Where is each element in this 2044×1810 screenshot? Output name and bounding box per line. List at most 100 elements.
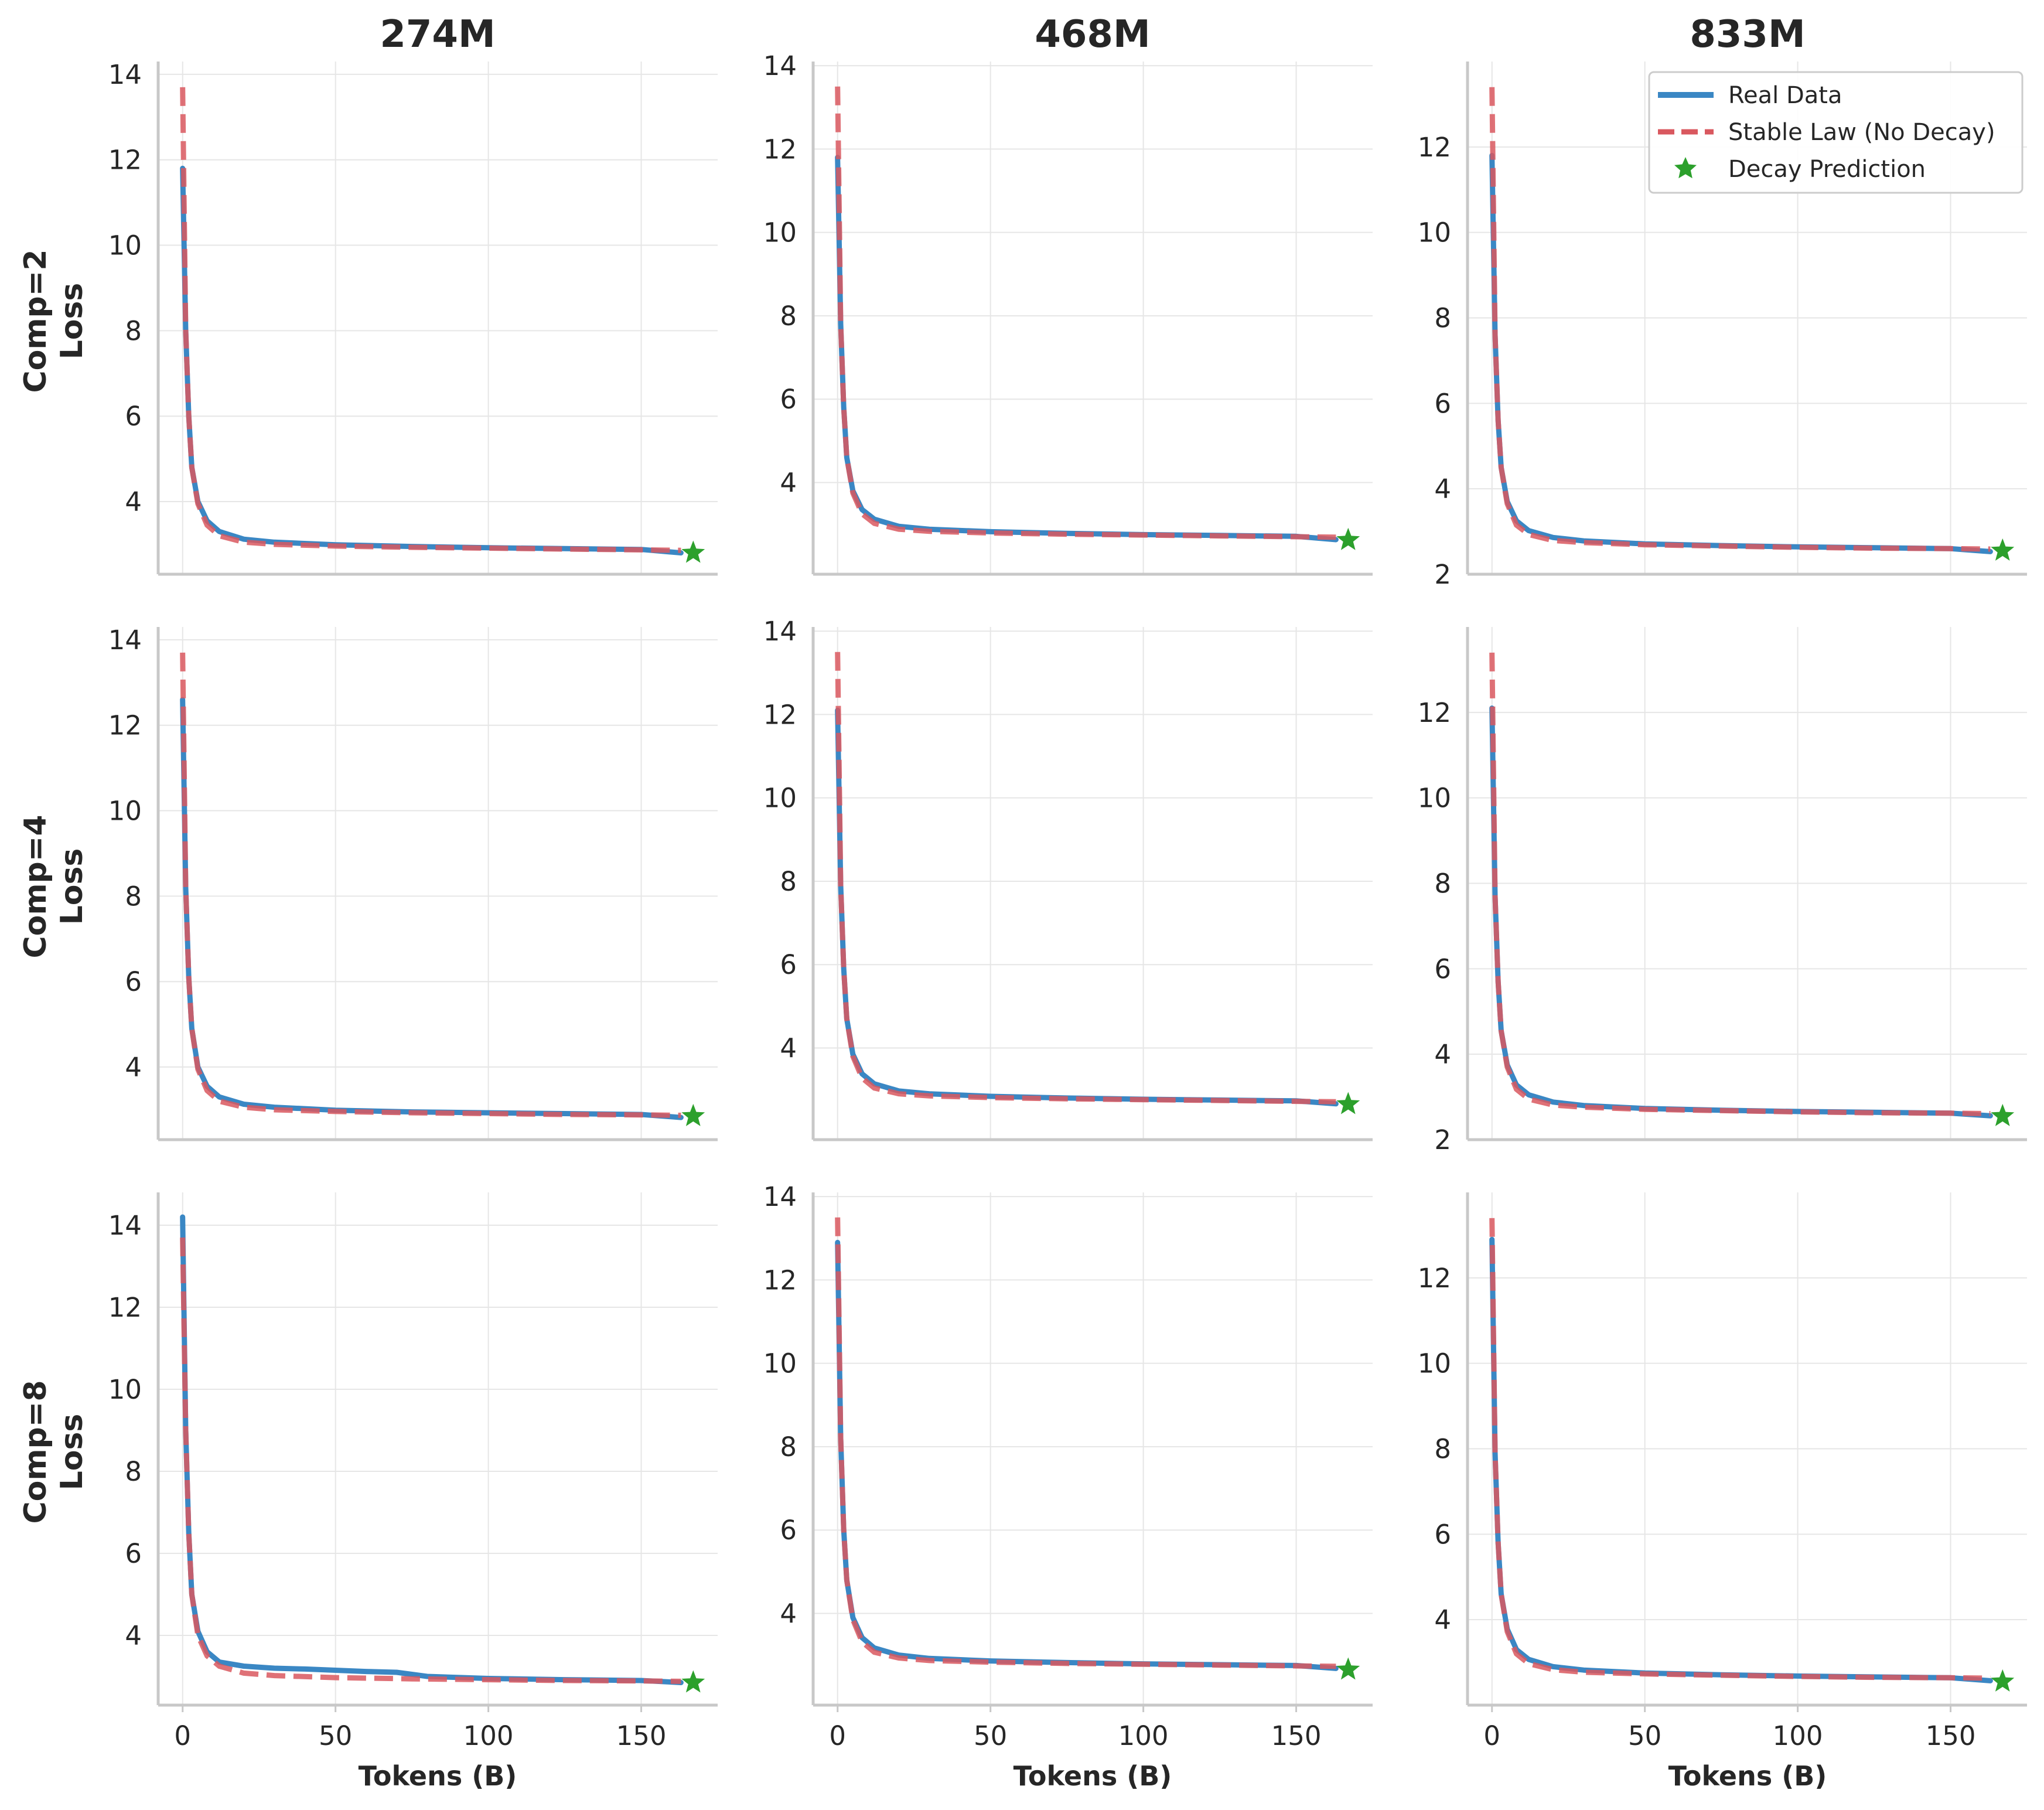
y-tick-label-r2c3: 12 <box>1418 697 1451 728</box>
y-tick-label-r2c2: 10 <box>763 783 797 814</box>
x-tick-label-r3c2: 50 <box>974 1720 1007 1751</box>
y-tick-label-r2c1: 12 <box>108 710 142 741</box>
x-axis-label-col2: Tokens (B) <box>1014 1760 1172 1792</box>
decay-prediction-star-r2c3 <box>1991 1103 2015 1126</box>
x-tick-label-r3c2: 100 <box>1118 1720 1169 1751</box>
y-tick-label-r2c1: 8 <box>125 881 142 912</box>
y-tick-label-r2c2: 12 <box>763 699 797 730</box>
stable-law-line-r3c1 <box>180 1237 681 1684</box>
y-tick-label-r2c1: 10 <box>108 796 142 827</box>
col-title-274m: 274M <box>380 13 495 56</box>
y-tick-label-r1c2: 10 <box>763 217 797 248</box>
y-tick-label-r1c3: 10 <box>1418 217 1451 248</box>
decay-prediction-star-r1c3 <box>1991 538 2015 561</box>
decay-prediction-star-r1c1 <box>681 540 705 563</box>
decay-prediction-star-r3c2 <box>1336 1657 1360 1680</box>
panel-r3c3: 4 6 8 10 12 0 50 100 150 <box>1418 1192 2027 1751</box>
y-tick-label-r2c3: 6 <box>1434 953 1451 984</box>
x-tick-label-r3c3: 0 <box>1483 1720 1500 1751</box>
y-tick-label-r2c3: 2 <box>1434 1124 1451 1155</box>
real-data-line-r2c3 <box>1489 705 1993 1119</box>
legend-decay-prediction-star-icon <box>1674 157 1697 179</box>
row-label-comp2-loss: Loss <box>54 283 90 360</box>
row-label-comp4-loss: Loss <box>54 848 90 925</box>
y-tick-label-r2c2: 4 <box>780 1032 797 1063</box>
real-data-line-r1c1 <box>180 165 684 555</box>
legend: Real Data Stable Law (No Decay) Decay Pr… <box>1648 71 2023 194</box>
x-tick-label-r3c1: 150 <box>616 1720 667 1751</box>
y-tick-label-r1c1: 10 <box>108 230 142 261</box>
panel-r1c2: 4 6 8 10 12 14 <box>763 50 1373 576</box>
y-tick-label-r3c2: 4 <box>780 1598 797 1629</box>
y-tick-label-r1c3: 12 <box>1418 132 1451 163</box>
row-label-comp2: Comp=2 <box>18 249 53 393</box>
panels-grid: 4 6 8 10 12 14 4 6 8 10 12 14 2 4 6 8 10 12 4 6 8 10 12 14 4 6 8 10… <box>108 50 2027 1751</box>
panel-r2c2: 4 6 8 10 12 14 <box>763 616 1373 1141</box>
real-data-line-r3c1 <box>180 1214 684 1685</box>
y-tick-label-r1c1: 4 <box>125 486 142 517</box>
panel-r2c3: 2 4 6 8 10 12 <box>1418 627 2027 1155</box>
y-tick-label-r2c2: 14 <box>763 616 797 647</box>
y-tick-label-r3c1: 10 <box>108 1374 142 1405</box>
decay-prediction-star-r3c3 <box>1991 1669 2015 1692</box>
row-label-comp8: Comp=8 <box>18 1380 53 1523</box>
x-tick-label-r3c2: 0 <box>829 1720 846 1751</box>
y-tick-label-r1c2: 14 <box>763 50 797 81</box>
panel-r1c1: 4 6 8 10 12 14 <box>108 59 718 576</box>
y-tick-label-r3c1: 8 <box>125 1456 142 1487</box>
panel-r3c2: 4 6 8 10 12 14 0 50 100 150 <box>763 1181 1373 1751</box>
legend-decay-prediction-label: Decay Prediction <box>1728 156 1926 183</box>
decay-prediction-star-r3c1 <box>681 1670 705 1693</box>
y-tick-label-r1c2: 4 <box>780 467 797 498</box>
y-tick-label-r1c1: 12 <box>108 145 142 176</box>
y-tick-label-r3c1: 14 <box>108 1210 142 1241</box>
y-tick-label-r3c3: 8 <box>1434 1434 1451 1465</box>
legend-box <box>1648 71 2023 194</box>
panel-r2c1: 4 6 8 10 12 14 <box>108 625 718 1141</box>
y-tick-label-r1c3: 6 <box>1434 388 1451 419</box>
x-tick-label-r3c3: 100 <box>1773 1720 1823 1751</box>
y-tick-label-r3c2: 10 <box>763 1348 797 1379</box>
y-tick-label-r1c1: 14 <box>108 59 142 90</box>
y-tick-label-r1c3: 2 <box>1434 559 1451 590</box>
x-axis-label-col1: Tokens (B) <box>359 1760 517 1792</box>
y-tick-label-r2c1: 6 <box>125 966 142 997</box>
y-tick-label-r3c3: 12 <box>1418 1263 1451 1294</box>
legend-stable-law-label: Stable Law (No Decay) <box>1728 119 1995 146</box>
y-tick-label-r1c3: 4 <box>1434 473 1451 505</box>
legend-real-data-label: Real Data <box>1728 82 1842 109</box>
stable-law-line-r3c3 <box>1489 1218 1991 1681</box>
x-axis-label-col3: Tokens (B) <box>1668 1760 1827 1792</box>
y-tick-label-r2c3: 4 <box>1434 1039 1451 1070</box>
y-tick-label-r2c2: 6 <box>780 949 797 980</box>
y-tick-label-r1c2: 8 <box>780 301 797 332</box>
x-tick-label-r3c1: 100 <box>463 1720 514 1751</box>
y-tick-label-r3c3: 4 <box>1434 1604 1451 1635</box>
decay-prediction-star-r1c2 <box>1336 527 1360 550</box>
y-tick-label-r1c2: 12 <box>763 134 797 165</box>
decay-prediction-star-r2c1 <box>681 1103 705 1126</box>
x-tick-label-r3c1: 50 <box>319 1720 352 1751</box>
y-tick-label-r2c1: 14 <box>108 625 142 656</box>
y-tick-label-r3c2: 12 <box>763 1264 797 1296</box>
row-label-comp4: Comp=4 <box>18 814 53 958</box>
x-tick-label-r3c1: 0 <box>174 1720 191 1751</box>
y-tick-label-r2c3: 8 <box>1434 868 1451 899</box>
y-tick-label-r3c2: 8 <box>780 1431 797 1463</box>
y-tick-label-r3c1: 12 <box>108 1292 142 1323</box>
stable-law-line-r1c2 <box>835 86 1336 540</box>
y-tick-label-r3c2: 14 <box>763 1181 797 1212</box>
panel-r3c1: 4 6 8 10 12 14 0 50 100 150 <box>108 1192 718 1751</box>
x-tick-label-r3c3: 150 <box>1926 1720 1976 1751</box>
y-tick-label-r2c1: 4 <box>125 1052 142 1083</box>
stable-law-line-r3c2 <box>835 1217 1336 1669</box>
row-label-comp8-loss: Loss <box>54 1414 90 1491</box>
y-tick-label-r2c3: 10 <box>1418 783 1451 814</box>
panel-r1c3: 2 4 6 8 10 12 <box>1418 62 2027 590</box>
x-tick-label-r3c2: 150 <box>1271 1720 1322 1751</box>
y-tick-label-r2c2: 8 <box>780 866 797 897</box>
col-title-468m: 468M <box>1035 13 1150 56</box>
stable-law-line-r2c1 <box>180 652 681 1118</box>
stable-law-line-r2c2 <box>835 652 1336 1105</box>
